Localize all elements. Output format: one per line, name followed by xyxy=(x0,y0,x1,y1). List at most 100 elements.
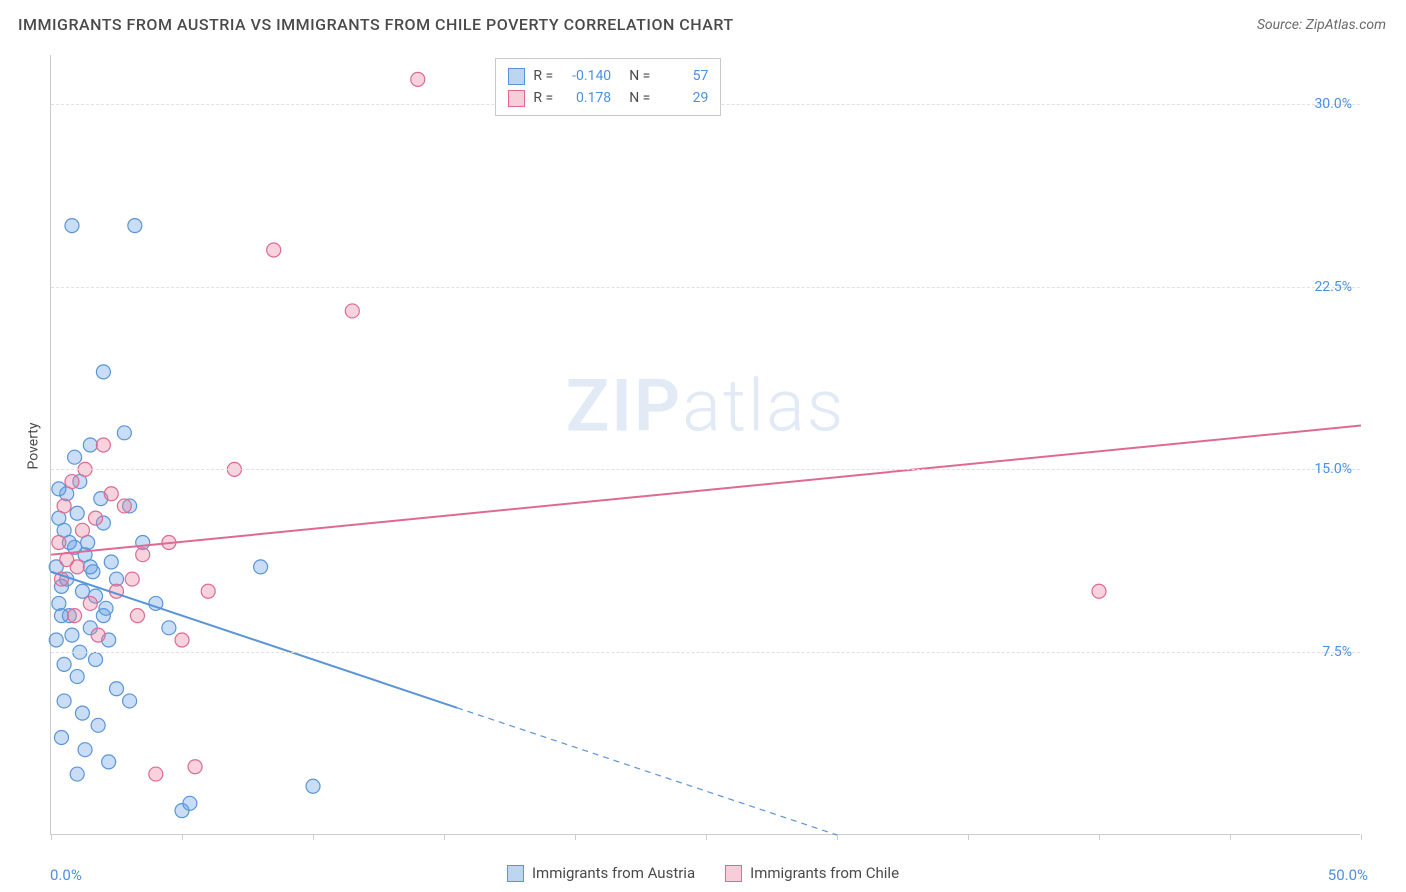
source-attribution: Source: ZipAtlas.com xyxy=(1257,17,1386,33)
scatter-point xyxy=(345,304,359,318)
scatter-point xyxy=(70,670,84,684)
scatter-point xyxy=(83,438,97,452)
x-tick-mark xyxy=(1361,834,1362,840)
legend-label: Immigrants from Chile xyxy=(750,864,899,882)
x-axis-label: 50.0% xyxy=(1328,866,1368,884)
scatter-point xyxy=(149,767,163,781)
legend-swatch xyxy=(508,68,525,85)
correlation-legend-row: R = -0.140 N = 57 xyxy=(508,65,708,87)
scatter-point xyxy=(75,584,89,598)
scatter-point xyxy=(60,553,74,567)
x-tick-mark xyxy=(182,834,183,840)
legend-item: Immigrants from Austria xyxy=(507,864,695,882)
scatter-point xyxy=(89,511,103,525)
scatter-point xyxy=(110,682,124,696)
scatter-point xyxy=(117,426,131,440)
x-tick-mark xyxy=(51,834,52,840)
plot-svg xyxy=(51,55,1360,834)
scatter-point xyxy=(57,657,71,671)
y-tick-label: 7.5% xyxy=(1322,644,1352,660)
x-tick-mark xyxy=(444,834,445,840)
x-tick-mark xyxy=(706,834,707,840)
scatter-point xyxy=(89,653,103,667)
scatter-point xyxy=(65,219,79,233)
scatter-point xyxy=(78,743,92,757)
scatter-point xyxy=(188,760,202,774)
scatter-point xyxy=(201,584,215,598)
legend-swatch xyxy=(725,865,742,882)
x-tick-mark xyxy=(968,834,969,840)
scatter-point xyxy=(130,609,144,623)
scatter-point xyxy=(254,560,268,574)
scatter-point xyxy=(52,536,66,550)
y-tick-label: 22.5% xyxy=(1314,279,1352,295)
scatter-point xyxy=(65,475,79,489)
scatter-point xyxy=(99,601,113,615)
regression-line xyxy=(51,426,1361,555)
scatter-point xyxy=(52,596,66,610)
scatter-point xyxy=(75,706,89,720)
scatter-point xyxy=(175,633,189,647)
scatter-point xyxy=(83,560,97,574)
x-tick-mark xyxy=(1230,834,1231,840)
regression-line-extrapolated xyxy=(457,708,837,835)
scatter-point xyxy=(91,718,105,732)
legend-swatch xyxy=(507,865,524,882)
scatter-point xyxy=(125,572,139,586)
r-label: R = xyxy=(533,65,553,87)
correlation-legend: R = -0.140 N = 57 R = 0.178 N = 29 xyxy=(495,58,721,116)
scatter-point xyxy=(117,499,131,513)
gridline xyxy=(51,287,1360,288)
n-value: 57 xyxy=(658,65,708,87)
plot-area: ZIPatlas 7.5%15.0%22.5%30.0% xyxy=(50,55,1360,835)
x-tick-mark xyxy=(575,834,576,840)
scatter-point xyxy=(70,506,84,520)
scatter-point xyxy=(104,487,118,501)
scatter-point xyxy=(128,219,142,233)
y-tick-label: 30.0% xyxy=(1314,96,1352,112)
n-value: 29 xyxy=(658,87,708,109)
r-value: 0.178 xyxy=(561,87,611,109)
scatter-point xyxy=(68,450,82,464)
scatter-point xyxy=(91,628,105,642)
r-value: -0.140 xyxy=(561,65,611,87)
scatter-point xyxy=(96,438,110,452)
scatter-point xyxy=(123,694,137,708)
y-axis-label: Poverty xyxy=(26,422,42,469)
x-tick-mark xyxy=(1099,834,1100,840)
chart-title: IMMIGRANTS FROM AUSTRIA VS IMMIGRANTS FR… xyxy=(18,15,734,34)
r-label: R = xyxy=(533,87,553,109)
correlation-legend-row: R = 0.178 N = 29 xyxy=(508,87,708,109)
scatter-point xyxy=(75,523,89,537)
x-tick-mark xyxy=(837,834,838,840)
scatter-point xyxy=(306,779,320,793)
scatter-point xyxy=(104,555,118,569)
legend-bottom: Immigrants from Austria Immigrants from C… xyxy=(507,864,899,882)
scatter-point xyxy=(136,548,150,562)
legend-label: Immigrants from Austria xyxy=(532,864,695,882)
scatter-point xyxy=(54,731,68,745)
title-row: IMMIGRANTS FROM AUSTRIA VS IMMIGRANTS FR… xyxy=(18,15,1386,34)
n-label: N = xyxy=(629,87,650,109)
scatter-point xyxy=(57,694,71,708)
scatter-point xyxy=(54,609,68,623)
scatter-point xyxy=(183,796,197,810)
scatter-point xyxy=(267,243,281,257)
n-label: N = xyxy=(629,65,650,87)
legend-swatch xyxy=(508,90,525,107)
scatter-point xyxy=(411,72,425,86)
scatter-point xyxy=(83,596,97,610)
scatter-point xyxy=(96,365,110,379)
chart-container: IMMIGRANTS FROM AUSTRIA VS IMMIGRANTS FR… xyxy=(0,0,1406,892)
x-axis-label: 0.0% xyxy=(50,866,82,884)
legend-item: Immigrants from Chile xyxy=(725,864,899,882)
scatter-point xyxy=(162,621,176,635)
gridline xyxy=(51,652,1360,653)
scatter-point xyxy=(68,609,82,623)
scatter-point xyxy=(57,499,71,513)
x-tick-mark xyxy=(313,834,314,840)
scatter-point xyxy=(49,633,63,647)
y-tick-label: 15.0% xyxy=(1314,461,1352,477)
scatter-point xyxy=(1092,584,1106,598)
scatter-point xyxy=(65,628,79,642)
